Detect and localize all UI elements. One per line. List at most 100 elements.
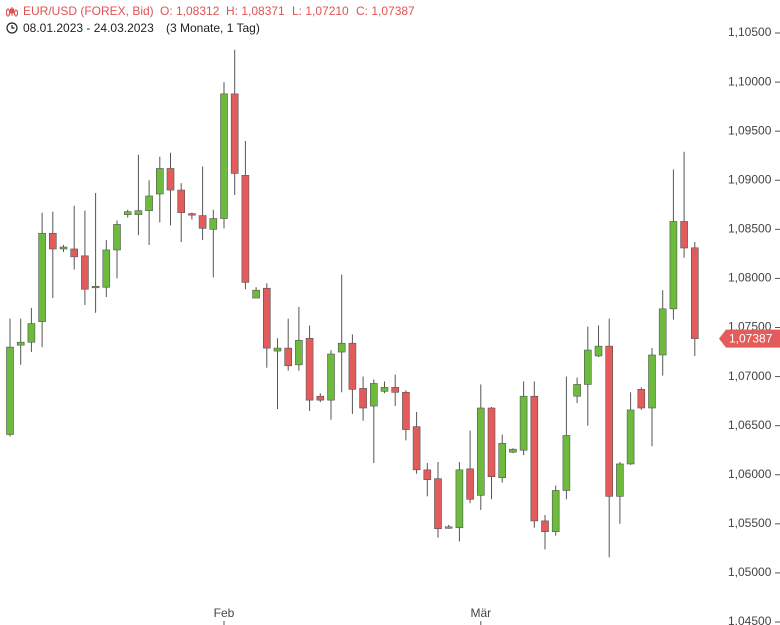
last-price-label: 1,07387	[729, 331, 773, 345]
candle-body	[648, 354, 656, 409]
candle-body	[391, 387, 400, 393]
y-tick-label: 1,08500	[728, 222, 772, 236]
y-tick-label: 1,05000	[728, 565, 772, 579]
candle	[27, 307, 36, 353]
candle-body	[680, 221, 688, 249]
candle-body	[455, 469, 464, 529]
y-tick-label: 1,06500	[728, 418, 772, 432]
candle	[48, 211, 57, 299]
candle	[359, 376, 367, 421]
candle-body	[348, 342, 357, 390]
candle-body	[59, 246, 68, 250]
y-tick-label: 1,09500	[728, 123, 772, 137]
candle-body	[188, 213, 196, 216]
candle-body	[337, 342, 346, 353]
candle-body	[156, 168, 164, 195]
candle-body	[91, 285, 100, 289]
y-tick-label: 1,10500	[728, 25, 772, 39]
candle	[70, 205, 78, 270]
chart-icon	[6, 7, 18, 17]
candle-body	[444, 526, 453, 529]
candle-body	[262, 287, 271, 349]
candle	[284, 318, 293, 371]
candle	[476, 384, 485, 511]
clock-icon	[6, 22, 18, 34]
candle-body	[369, 383, 378, 407]
candle	[380, 381, 389, 394]
candle	[262, 283, 271, 368]
candle-body	[626, 409, 635, 465]
candle	[605, 318, 614, 558]
candle	[337, 274, 346, 393]
candle-body	[380, 387, 389, 392]
candle-body	[541, 520, 549, 532]
candle	[680, 151, 688, 258]
open-value: O: 1,08312	[160, 4, 220, 18]
candle-body	[412, 426, 421, 471]
candle-body	[509, 448, 517, 453]
candle	[230, 49, 239, 195]
candle	[348, 334, 357, 414]
candle-body	[487, 407, 496, 478]
candle	[295, 306, 303, 371]
candle-body	[48, 232, 57, 250]
last-price-tag	[719, 329, 780, 348]
candle-body	[637, 389, 646, 409]
candle	[637, 387, 646, 410]
candle	[498, 434, 507, 483]
candle	[369, 379, 378, 463]
candle	[573, 377, 581, 404]
candle-body	[562, 435, 571, 491]
candle	[81, 210, 89, 305]
candle	[59, 245, 68, 252]
candle-body	[327, 353, 335, 401]
candle-body	[70, 248, 78, 258]
candle	[38, 212, 46, 348]
candle-body	[658, 308, 667, 356]
candle-body	[220, 93, 228, 219]
candle-body	[209, 218, 218, 230]
candle-body	[38, 232, 46, 322]
candle-body	[6, 346, 14, 435]
candle	[252, 287, 260, 299]
candle-body	[466, 468, 474, 500]
x-tick-label: Feb	[214, 606, 235, 620]
candle	[658, 290, 667, 376]
candle	[91, 193, 100, 313]
candle	[626, 392, 635, 465]
candle-body	[102, 249, 111, 288]
candle	[316, 393, 325, 403]
candle-body	[177, 189, 185, 213]
candle	[616, 461, 624, 524]
y-tick-label: 1,04500	[728, 614, 772, 625]
candle	[648, 348, 656, 447]
symbol: EUR/USD (FOREX, Bid)	[23, 4, 154, 18]
candle-body	[605, 345, 614, 497]
candle	[669, 169, 678, 320]
candle	[402, 390, 410, 441]
candle	[327, 350, 335, 420]
candle-body	[434, 478, 442, 530]
candle	[583, 326, 592, 426]
candle-body	[198, 215, 207, 229]
candle	[123, 209, 132, 218]
candle-body	[476, 407, 485, 496]
candle-body	[498, 443, 507, 478]
high-value: H: 1,08371	[226, 4, 285, 18]
candle	[177, 183, 185, 243]
candle	[551, 485, 560, 536]
candle	[241, 140, 250, 290]
candle	[305, 325, 314, 411]
candle	[541, 514, 549, 550]
candle-body	[145, 195, 153, 211]
candle	[530, 381, 539, 528]
candle	[423, 462, 432, 497]
candle-body	[16, 341, 25, 346]
candle-body	[402, 391, 410, 430]
candle-body	[519, 395, 528, 451]
candle-body	[669, 221, 678, 310]
candle-body	[273, 347, 282, 352]
y-tick-label: 1,10000	[728, 74, 772, 88]
candle	[209, 209, 218, 278]
